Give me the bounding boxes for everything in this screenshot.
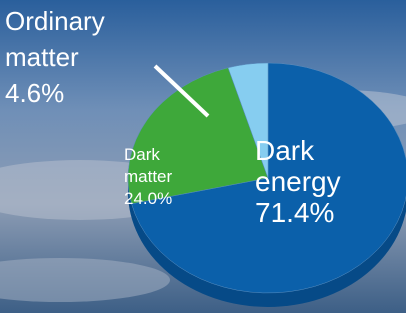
chart: Darkenergy71.4%Darkmatter24.0%Ordinaryma… [0, 0, 406, 313]
slice-value-label: 71.4% [255, 197, 334, 228]
slice-value-label: 24.0% [124, 189, 172, 208]
slice-value-label: 4.6% [5, 78, 64, 108]
